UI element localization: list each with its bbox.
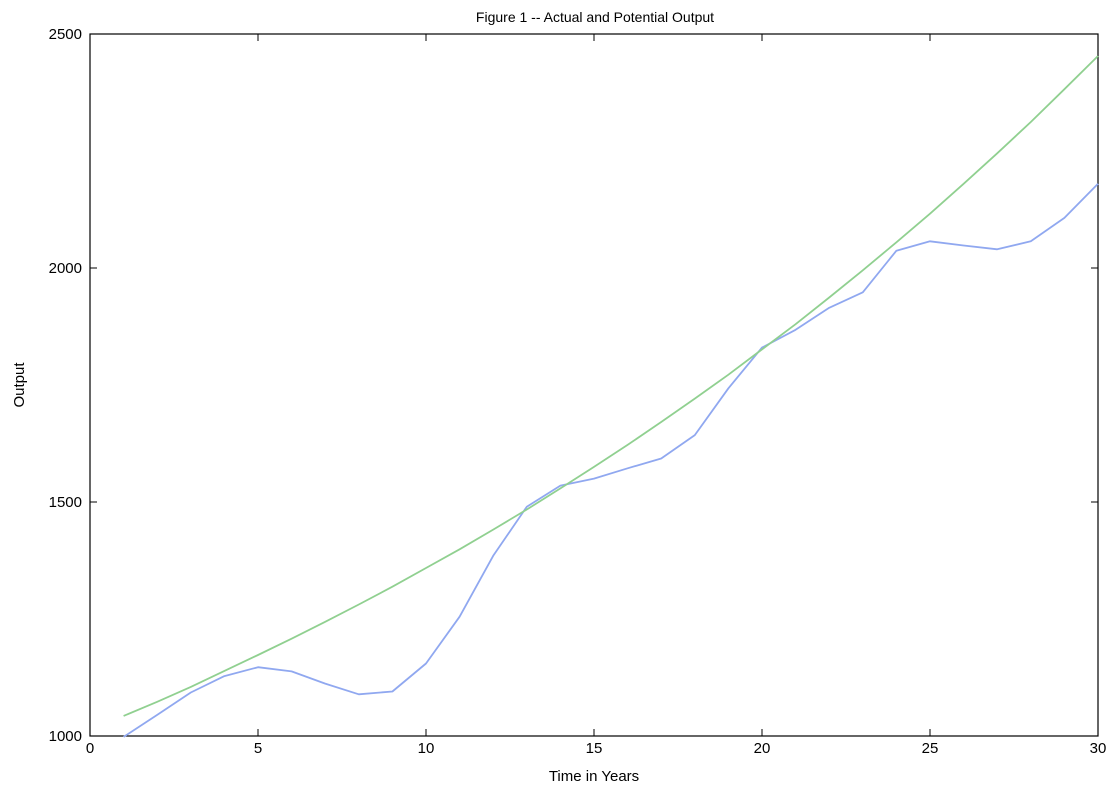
x-axis-label: Time in Years — [549, 768, 639, 785]
x-tick-label: 0 — [86, 740, 94, 757]
y-axis-label: Output — [11, 362, 28, 408]
y-tick-label: 2000 — [49, 260, 82, 277]
series-1-line — [123, 183, 1099, 738]
chart-title: Figure 1 -- Actual and Potential Output — [476, 9, 714, 25]
series-group — [123, 55, 1099, 738]
x-tick-label: 5 — [254, 740, 262, 757]
y-tick-label: 1500 — [49, 494, 82, 511]
x-tick-label: 10 — [418, 740, 435, 757]
series-2-line — [123, 55, 1099, 717]
x-tick-label: 15 — [586, 740, 603, 757]
y-tick-label: 2500 — [49, 26, 82, 43]
y-tick-label: 1000 — [49, 728, 82, 745]
x-tick-label: 30 — [1090, 740, 1107, 757]
plot-frame — [89, 33, 1099, 737]
x-tick-label: 20 — [754, 740, 771, 757]
x-tick-label: 25 — [922, 740, 939, 757]
axis-ticks: 0 5 10 15 20 25 30 1000 1500 2000 2500 — [49, 26, 1107, 757]
